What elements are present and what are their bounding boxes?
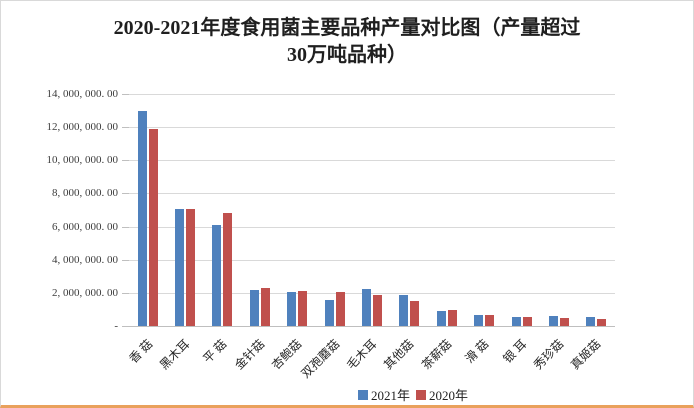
legend-label-2020: 2020年 — [429, 388, 469, 403]
bar-group — [316, 94, 353, 326]
y-axis-tick — [122, 193, 129, 195]
legend-swatch-2021-icon — [358, 389, 368, 400]
bar-group — [204, 94, 241, 326]
y-axis-tick — [122, 160, 129, 162]
bar-2021 — [474, 315, 484, 326]
y-axis-tick — [122, 127, 129, 129]
bar-2021 — [249, 289, 259, 326]
y-axis-tick — [122, 226, 129, 228]
x-axis-label: 黑木耳 — [156, 336, 193, 373]
x-axis-label: 真姬菇 — [568, 336, 604, 373]
gridline — [129, 127, 615, 129]
x-axis-label: 秀珍菇 — [530, 336, 567, 373]
bar-2021 — [548, 316, 558, 326]
bar-2021 — [212, 225, 222, 326]
legend-item-2020: 2020年 — [416, 385, 468, 404]
bar-group — [503, 94, 540, 326]
y-axis-tick — [122, 292, 129, 294]
bar-group — [465, 94, 502, 326]
bar-group — [540, 94, 577, 326]
bar-2020 — [597, 319, 607, 326]
chart-title: 2020-2021年度食用菌主要品种产量对比图（产量超过30万吨品种） — [113, 17, 581, 66]
bar-2020 — [485, 315, 495, 326]
y-axis-label: 12, 000, 000. 00 — [46, 121, 119, 134]
bar-group — [166, 94, 203, 326]
bar-2020 — [410, 301, 420, 326]
gridline — [129, 226, 615, 228]
legend: 2021年 2020年 — [358, 385, 468, 404]
legend-item-2021: 2021年 — [358, 385, 410, 404]
gridline — [129, 193, 615, 195]
bar-group — [129, 94, 166, 326]
gridline — [129, 259, 615, 261]
bar-2020 — [522, 316, 532, 326]
legend-swatch-2020-icon — [416, 389, 427, 400]
bar-group — [279, 94, 316, 326]
gridline — [129, 160, 615, 162]
y-axis-label: 2, 000, 000. 00 — [52, 286, 118, 299]
bar-2020 — [223, 213, 233, 326]
gridline — [129, 292, 615, 294]
bar-2021 — [137, 111, 147, 326]
y-axis-tick — [122, 94, 129, 95]
bar-2021 — [287, 291, 297, 326]
y-axis-label: 10, 000, 000. 00 — [46, 154, 119, 167]
x-axis-label: 毛木耳 — [343, 336, 380, 373]
x-axis-label: 双孢蘑菇 — [298, 336, 342, 381]
y-axis-tick — [122, 259, 129, 261]
x-axis-label: 金针菇 — [231, 336, 268, 373]
bar-2021 — [324, 300, 334, 326]
bar-2021 — [399, 294, 409, 326]
x-axis-label: 平 菇 — [200, 336, 230, 366]
x-axis-label: 滑 菇 — [462, 336, 492, 366]
y-axis-label: - — [114, 320, 118, 332]
bar-2021 — [511, 317, 521, 326]
y-axis-label: 6, 000, 000. 00 — [52, 220, 118, 233]
bar-2021 — [175, 209, 185, 326]
x-axis-label: 其他菇 — [381, 336, 417, 373]
x-axis-label: 茶薪菇 — [418, 336, 455, 373]
gridline — [129, 326, 615, 327]
bar-group — [428, 94, 465, 326]
y-axis-tick — [122, 326, 129, 327]
y-axis-label: 8, 000, 000. 00 — [52, 187, 118, 200]
bar-2021 — [436, 310, 446, 326]
gridline — [129, 94, 615, 95]
bar-2020 — [559, 318, 569, 326]
bar-2021 — [586, 316, 596, 326]
y-axis-label: 4, 000, 000. 00 — [52, 253, 118, 266]
bar-group — [353, 94, 390, 326]
bar-group — [391, 94, 428, 326]
bar-2020 — [260, 287, 270, 326]
bar-2020 — [335, 292, 345, 326]
x-axis-label: 香 菇 — [125, 336, 155, 366]
bar-2020 — [148, 129, 158, 326]
bar-2020 — [447, 310, 457, 326]
bar-2020 — [372, 294, 382, 326]
bar-2021 — [361, 288, 371, 326]
x-axis-label: 银 耳 — [499, 336, 529, 366]
bar-group — [241, 94, 278, 326]
bar-2020 — [186, 209, 196, 326]
bar-2020 — [298, 290, 308, 326]
bar-group — [578, 94, 615, 326]
y-axis-label: 14, 000, 000. 00 — [46, 88, 119, 100]
legend-label-2021: 2021年 — [371, 388, 411, 403]
